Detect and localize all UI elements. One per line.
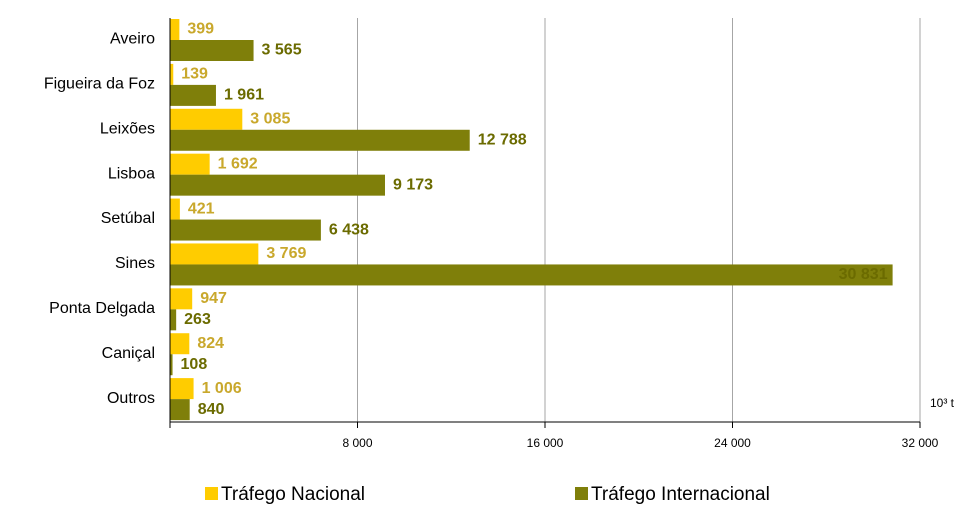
value-label: 947 bbox=[200, 290, 227, 307]
bar bbox=[170, 219, 321, 241]
bar bbox=[170, 264, 893, 286]
x-tick-label: 16 000 bbox=[527, 436, 564, 450]
bar bbox=[170, 378, 194, 400]
legend-label: Tráfego Internacional bbox=[591, 484, 770, 505]
bar bbox=[170, 288, 193, 310]
value-label: 1 692 bbox=[218, 155, 258, 172]
value-label: 824 bbox=[197, 335, 224, 352]
bar bbox=[170, 333, 190, 355]
bar bbox=[170, 63, 174, 85]
value-label: 108 bbox=[181, 356, 208, 373]
category-label: Figueira da Foz bbox=[44, 76, 155, 93]
category-label: Aveiro bbox=[110, 31, 155, 48]
category-label: Ponta Delgada bbox=[49, 300, 155, 317]
unit-label: 10³ t bbox=[930, 396, 955, 410]
value-label: 3 085 bbox=[250, 110, 290, 127]
value-label: 3 769 bbox=[266, 245, 306, 262]
category-label: Setúbal bbox=[101, 210, 155, 227]
value-label: 12 788 bbox=[478, 131, 527, 148]
bar bbox=[170, 129, 470, 151]
bar bbox=[170, 354, 173, 376]
value-label: 3 565 bbox=[262, 42, 302, 59]
value-label: 139 bbox=[181, 66, 208, 83]
value-label: 1 961 bbox=[224, 87, 264, 104]
x-tick-label: 32 000 bbox=[902, 436, 939, 450]
bar bbox=[170, 309, 177, 331]
bar bbox=[170, 153, 210, 175]
bar bbox=[170, 243, 259, 265]
category-label: Outros bbox=[107, 390, 155, 407]
bar bbox=[170, 399, 190, 421]
category-label: Sines bbox=[115, 255, 155, 272]
category-label: Leixões bbox=[100, 120, 155, 137]
value-label: 9 173 bbox=[393, 176, 433, 193]
category-label: Lisboa bbox=[108, 165, 155, 182]
legend-label: Tráfego Nacional bbox=[221, 484, 365, 505]
bar bbox=[170, 84, 216, 106]
bar bbox=[170, 198, 180, 220]
x-tick-label: 8 000 bbox=[342, 436, 372, 450]
value-label: 1 006 bbox=[202, 380, 242, 397]
bar bbox=[170, 40, 254, 61]
value-label: 840 bbox=[198, 401, 225, 418]
bar bbox=[170, 174, 385, 196]
legend-swatch bbox=[575, 487, 588, 500]
value-label: 263 bbox=[184, 311, 211, 328]
value-label: 399 bbox=[187, 21, 214, 38]
legend-swatch bbox=[205, 487, 218, 500]
value-label: 6 438 bbox=[329, 221, 369, 238]
bar bbox=[170, 108, 243, 130]
category-label: Caniçal bbox=[102, 345, 155, 362]
value-label: 30 831 bbox=[839, 266, 888, 283]
x-tick-label: 24 000 bbox=[714, 436, 751, 450]
bar bbox=[170, 19, 180, 40]
value-label: 421 bbox=[188, 200, 215, 217]
